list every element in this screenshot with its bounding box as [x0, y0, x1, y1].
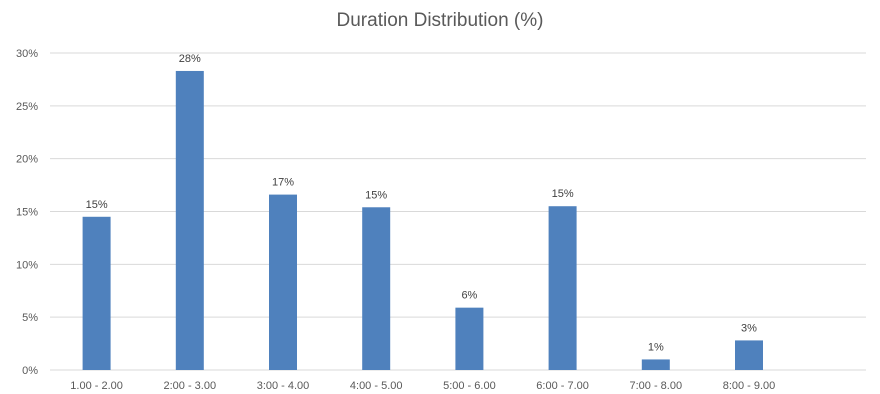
y-tick-label: 15%: [16, 207, 38, 219]
data-label: 1%: [648, 341, 664, 353]
x-tick-label: 8:00 - 9.00: [723, 380, 776, 392]
x-tick-label: 7:00 - 8.00: [630, 380, 683, 392]
data-label: 6%: [461, 290, 477, 302]
x-tick-label: 4:00 - 5.00: [350, 380, 403, 392]
data-label: 3%: [741, 322, 757, 334]
y-tick-label: 25%: [16, 101, 38, 113]
bar: [548, 206, 577, 370]
x-tick-label: 6:00 - 7.00: [536, 380, 589, 392]
y-tick-label: 5%: [22, 312, 38, 324]
y-tick-label: 10%: [16, 259, 38, 271]
data-label: 15%: [552, 188, 574, 200]
y-tick-label: 30%: [16, 48, 38, 60]
chart-title: Duration Distribution (%): [336, 10, 544, 31]
y-tick-label: 20%: [16, 154, 38, 166]
bar: [269, 194, 297, 370]
bar: [175, 70, 204, 371]
bar: [362, 207, 391, 370]
data-label: 15%: [86, 199, 108, 211]
data-label: 15%: [365, 189, 387, 201]
bar: [641, 359, 670, 370]
bar: [82, 216, 111, 370]
x-tick-label: 1.00 - 2.00: [70, 380, 123, 392]
bar: [455, 307, 484, 370]
x-tick-label: 2:00 - 3.00: [164, 380, 217, 392]
data-label: 28%: [179, 53, 201, 65]
y-tick-label: 0%: [22, 365, 38, 377]
x-tick-label: 5:00 - 6.00: [443, 380, 496, 392]
bar: [735, 340, 763, 370]
data-label: 17%: [272, 177, 294, 189]
x-tick-label: 3:00 - 4.00: [257, 380, 310, 392]
